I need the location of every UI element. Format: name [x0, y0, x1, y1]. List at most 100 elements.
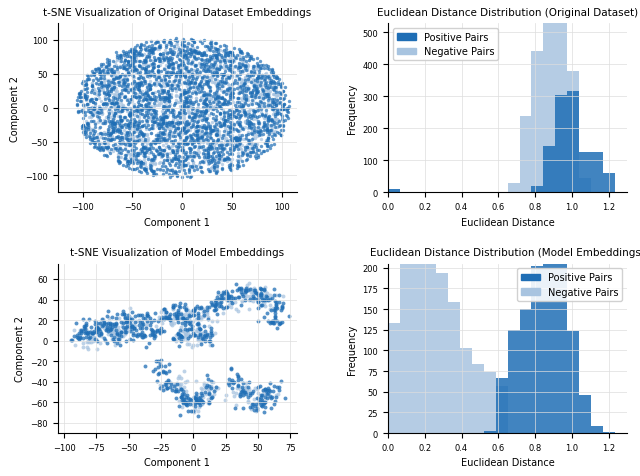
Point — [127, 147, 137, 155]
Point — [102, 118, 112, 126]
Point — [196, 128, 207, 136]
Point — [179, 396, 189, 403]
Point — [106, 99, 116, 107]
Point — [235, 114, 245, 121]
Point — [234, 132, 244, 139]
Point — [183, 394, 193, 402]
Point — [76, 330, 86, 337]
Point — [115, 109, 125, 117]
Point — [157, 319, 167, 327]
Point — [187, 139, 197, 147]
Point — [196, 40, 207, 48]
Point — [168, 111, 178, 119]
Point — [175, 163, 185, 170]
Point — [196, 88, 206, 96]
Point — [191, 50, 201, 58]
Point — [175, 120, 185, 128]
Point — [100, 91, 111, 99]
Point — [161, 385, 171, 393]
Point — [224, 297, 234, 305]
Point — [212, 73, 222, 80]
Point — [121, 62, 131, 70]
Point — [179, 100, 189, 108]
Point — [133, 75, 143, 83]
Point — [278, 88, 288, 95]
Point — [227, 162, 237, 169]
Point — [150, 75, 161, 83]
Point — [142, 309, 152, 317]
Point — [272, 74, 282, 81]
Point — [177, 70, 188, 78]
Point — [278, 102, 288, 109]
Point — [170, 381, 180, 389]
Point — [237, 63, 247, 71]
Point — [250, 108, 260, 115]
Point — [181, 119, 191, 127]
Point — [166, 81, 176, 89]
Point — [162, 312, 172, 320]
Point — [246, 72, 257, 80]
Point — [180, 52, 191, 60]
Point — [215, 110, 225, 118]
Point — [179, 383, 189, 391]
Point — [154, 129, 164, 137]
Point — [109, 327, 119, 335]
Point — [175, 134, 185, 141]
Point — [99, 75, 109, 83]
Point — [96, 140, 106, 148]
Point — [121, 326, 131, 334]
Point — [210, 302, 220, 310]
Point — [121, 124, 131, 132]
Point — [191, 62, 202, 70]
Point — [269, 131, 280, 139]
Point — [123, 122, 133, 129]
Point — [139, 122, 149, 129]
Point — [238, 287, 248, 294]
Point — [211, 54, 221, 61]
Point — [174, 161, 184, 169]
Point — [223, 294, 233, 302]
Point — [180, 93, 190, 101]
Point — [220, 100, 230, 108]
Point — [118, 323, 128, 331]
Point — [179, 391, 189, 398]
Point — [77, 123, 88, 131]
Point — [224, 162, 234, 170]
Point — [178, 37, 188, 44]
Point — [208, 146, 218, 154]
Point — [246, 120, 256, 128]
Point — [276, 102, 287, 109]
Point — [192, 397, 202, 405]
Point — [234, 128, 244, 135]
Point — [188, 161, 198, 169]
Point — [81, 86, 92, 94]
Point — [92, 325, 102, 332]
Point — [174, 380, 184, 388]
Point — [113, 113, 124, 121]
Point — [147, 96, 157, 103]
Point — [185, 145, 195, 153]
Point — [245, 149, 255, 156]
Point — [275, 91, 285, 99]
Point — [147, 49, 157, 57]
Point — [196, 56, 207, 63]
Point — [186, 149, 196, 157]
Point — [132, 133, 143, 140]
Point — [145, 72, 156, 80]
Point — [210, 297, 220, 305]
Point — [166, 61, 177, 69]
Point — [182, 118, 192, 126]
Point — [84, 338, 94, 346]
Point — [127, 67, 138, 74]
Point — [154, 313, 164, 321]
Point — [226, 150, 236, 158]
Point — [154, 136, 164, 143]
Point — [246, 389, 257, 397]
Bar — [543, 147, 556, 193]
Point — [246, 68, 256, 75]
Point — [261, 124, 271, 132]
Point — [129, 324, 140, 332]
Point — [152, 166, 163, 173]
Point — [177, 59, 188, 66]
Point — [137, 65, 147, 73]
